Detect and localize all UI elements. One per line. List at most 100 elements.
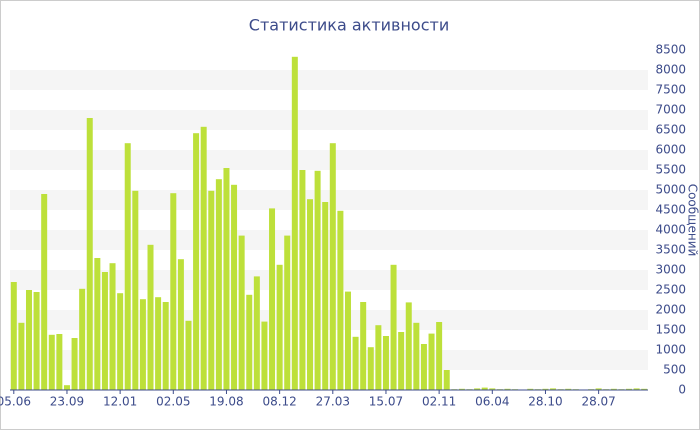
bar (481, 387, 488, 390)
bar (41, 194, 48, 390)
y-tick-label: 2500 (655, 283, 686, 297)
bar (48, 334, 55, 390)
grid-bands (10, 70, 648, 370)
y-tick-label: 5500 (655, 163, 686, 177)
bar (162, 302, 169, 390)
bar (71, 338, 78, 390)
y-tick-label: 8500 (655, 43, 686, 57)
y-tick-label: 6500 (655, 123, 686, 137)
bar (367, 347, 374, 390)
bar (428, 333, 435, 390)
bar (223, 168, 230, 390)
y-tick-label: 7000 (655, 103, 686, 117)
bar (86, 118, 93, 390)
grid-band (10, 190, 648, 210)
y-tick-label: 7500 (655, 83, 686, 97)
bar (307, 199, 314, 390)
y-axis-label: Сообщений (686, 184, 700, 257)
bar (79, 288, 86, 390)
x-tick-label: 05.06 (0, 395, 31, 409)
bar (458, 388, 465, 390)
bar (314, 170, 321, 390)
bar (208, 190, 215, 390)
x-tick-label: 23.09 (50, 395, 84, 409)
bar (185, 320, 192, 390)
bar (56, 334, 63, 390)
bar (132, 190, 139, 390)
bar (436, 322, 443, 390)
x-tick-label: 28.07 (581, 395, 615, 409)
bar (443, 370, 450, 390)
bar (63, 385, 70, 390)
bar (109, 263, 116, 390)
bar (595, 388, 602, 390)
grid-band (10, 230, 648, 250)
bar (474, 388, 481, 390)
y-tick-label: 3500 (655, 243, 686, 257)
bar (398, 332, 405, 390)
bar (33, 292, 40, 390)
x-tick-label: 02.05 (156, 395, 190, 409)
bar (360, 302, 367, 390)
bar (155, 297, 162, 390)
bar (101, 272, 108, 390)
x-tick-label: 02.11 (422, 395, 456, 409)
bar (329, 143, 336, 390)
bar (626, 388, 633, 390)
grid-band (10, 270, 648, 290)
x-tick-label: 06.04 (475, 395, 509, 409)
bar (147, 244, 154, 390)
bar (633, 388, 640, 390)
y-tick-label: 1500 (655, 323, 686, 337)
bar (337, 210, 344, 390)
bar (117, 293, 124, 390)
bar (322, 202, 329, 390)
bar (375, 325, 382, 390)
bar (405, 302, 412, 390)
bar (352, 336, 359, 390)
bar (527, 388, 534, 390)
bar (200, 126, 207, 391)
bar (10, 282, 17, 390)
y-tick-label: 1000 (655, 343, 686, 357)
bar (94, 258, 101, 390)
bar (504, 388, 511, 390)
x-tick-label: 15.07 (369, 395, 403, 409)
bar (413, 322, 420, 390)
bar (25, 290, 32, 390)
bar (261, 321, 268, 390)
bar (177, 259, 184, 390)
grid-band (10, 310, 648, 330)
bar (18, 322, 25, 390)
bar (299, 170, 306, 390)
bar (291, 56, 298, 391)
x-tick-label: 28.10 (528, 395, 562, 409)
bar (269, 208, 276, 390)
bar (641, 388, 648, 390)
bar (542, 388, 549, 390)
y-tick-label: 3000 (655, 263, 686, 277)
grid-band (10, 70, 648, 90)
y-tick-label: 4500 (655, 203, 686, 217)
bar (238, 235, 245, 390)
x-tick-label: 27.03 (316, 395, 350, 409)
bar (550, 388, 557, 390)
y-tick-label: 5000 (655, 183, 686, 197)
bar (139, 299, 146, 390)
x-tick-label: 19.08 (209, 395, 243, 409)
chart-title: Статистика активности (249, 16, 449, 35)
grid-band (10, 110, 648, 130)
bar (344, 291, 351, 390)
y-tick-label: 500 (663, 363, 686, 377)
x-tick-label: 08.12 (262, 395, 296, 409)
bar (231, 184, 238, 390)
bar (170, 193, 177, 390)
x-tick-label: 12.01 (103, 395, 137, 409)
bar (246, 294, 253, 390)
bar (565, 388, 572, 390)
y-tick-label: 6000 (655, 143, 686, 157)
bar (390, 264, 397, 390)
bar (284, 235, 291, 390)
